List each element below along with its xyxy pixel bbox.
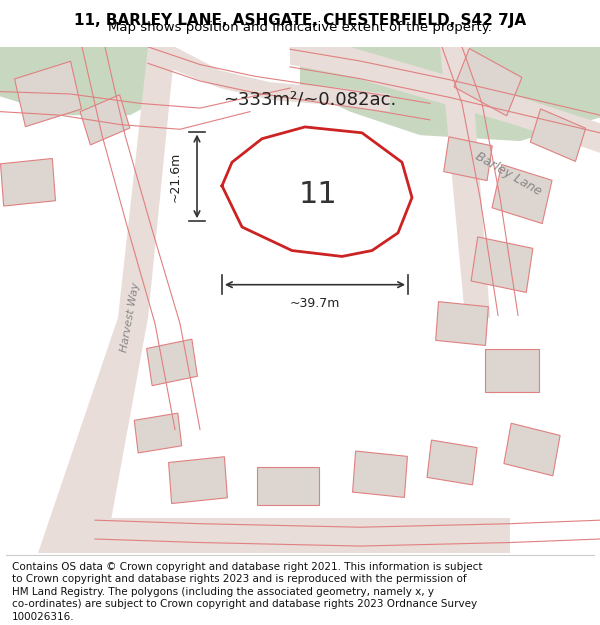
Polygon shape: [1, 159, 55, 206]
Text: ~333m²/~0.082ac.: ~333m²/~0.082ac.: [223, 91, 397, 109]
Polygon shape: [485, 349, 539, 392]
Polygon shape: [530, 109, 586, 161]
Polygon shape: [300, 47, 600, 141]
Polygon shape: [146, 339, 197, 386]
Polygon shape: [444, 137, 492, 181]
Text: ~39.7m: ~39.7m: [290, 297, 340, 310]
Polygon shape: [440, 47, 490, 318]
Polygon shape: [353, 451, 407, 498]
Polygon shape: [290, 47, 600, 153]
Polygon shape: [0, 47, 170, 115]
Polygon shape: [95, 518, 510, 553]
Text: ~21.6m: ~21.6m: [169, 151, 182, 201]
Polygon shape: [80, 95, 130, 145]
Text: co-ordinates) are subject to Crown copyright and database rights 2023 Ordnance S: co-ordinates) are subject to Crown copyr…: [12, 599, 477, 609]
Polygon shape: [38, 47, 175, 553]
Text: Map shows position and indicative extent of the property.: Map shows position and indicative extent…: [108, 21, 492, 34]
Polygon shape: [427, 440, 477, 485]
Text: Contains OS data © Crown copyright and database right 2021. This information is : Contains OS data © Crown copyright and d…: [12, 562, 482, 572]
Polygon shape: [492, 164, 552, 224]
Polygon shape: [14, 61, 82, 127]
Polygon shape: [504, 423, 560, 476]
Polygon shape: [454, 49, 522, 116]
Polygon shape: [134, 413, 182, 453]
Polygon shape: [471, 237, 533, 292]
Polygon shape: [148, 47, 390, 112]
Text: Harvest Way: Harvest Way: [119, 282, 141, 353]
Text: HM Land Registry. The polygons (including the associated geometry, namely x, y: HM Land Registry. The polygons (includin…: [12, 587, 434, 597]
Text: 11: 11: [299, 179, 337, 209]
Text: Barley Lane: Barley Lane: [473, 150, 544, 198]
Text: 100026316.: 100026316.: [12, 612, 74, 622]
Text: to Crown copyright and database rights 2023 and is reproduced with the permissio: to Crown copyright and database rights 2…: [12, 574, 467, 584]
Polygon shape: [436, 302, 488, 346]
Polygon shape: [257, 467, 319, 505]
Polygon shape: [169, 457, 227, 504]
Text: 11, BARLEY LANE, ASHGATE, CHESTERFIELD, S42 7JA: 11, BARLEY LANE, ASHGATE, CHESTERFIELD, …: [74, 13, 526, 28]
